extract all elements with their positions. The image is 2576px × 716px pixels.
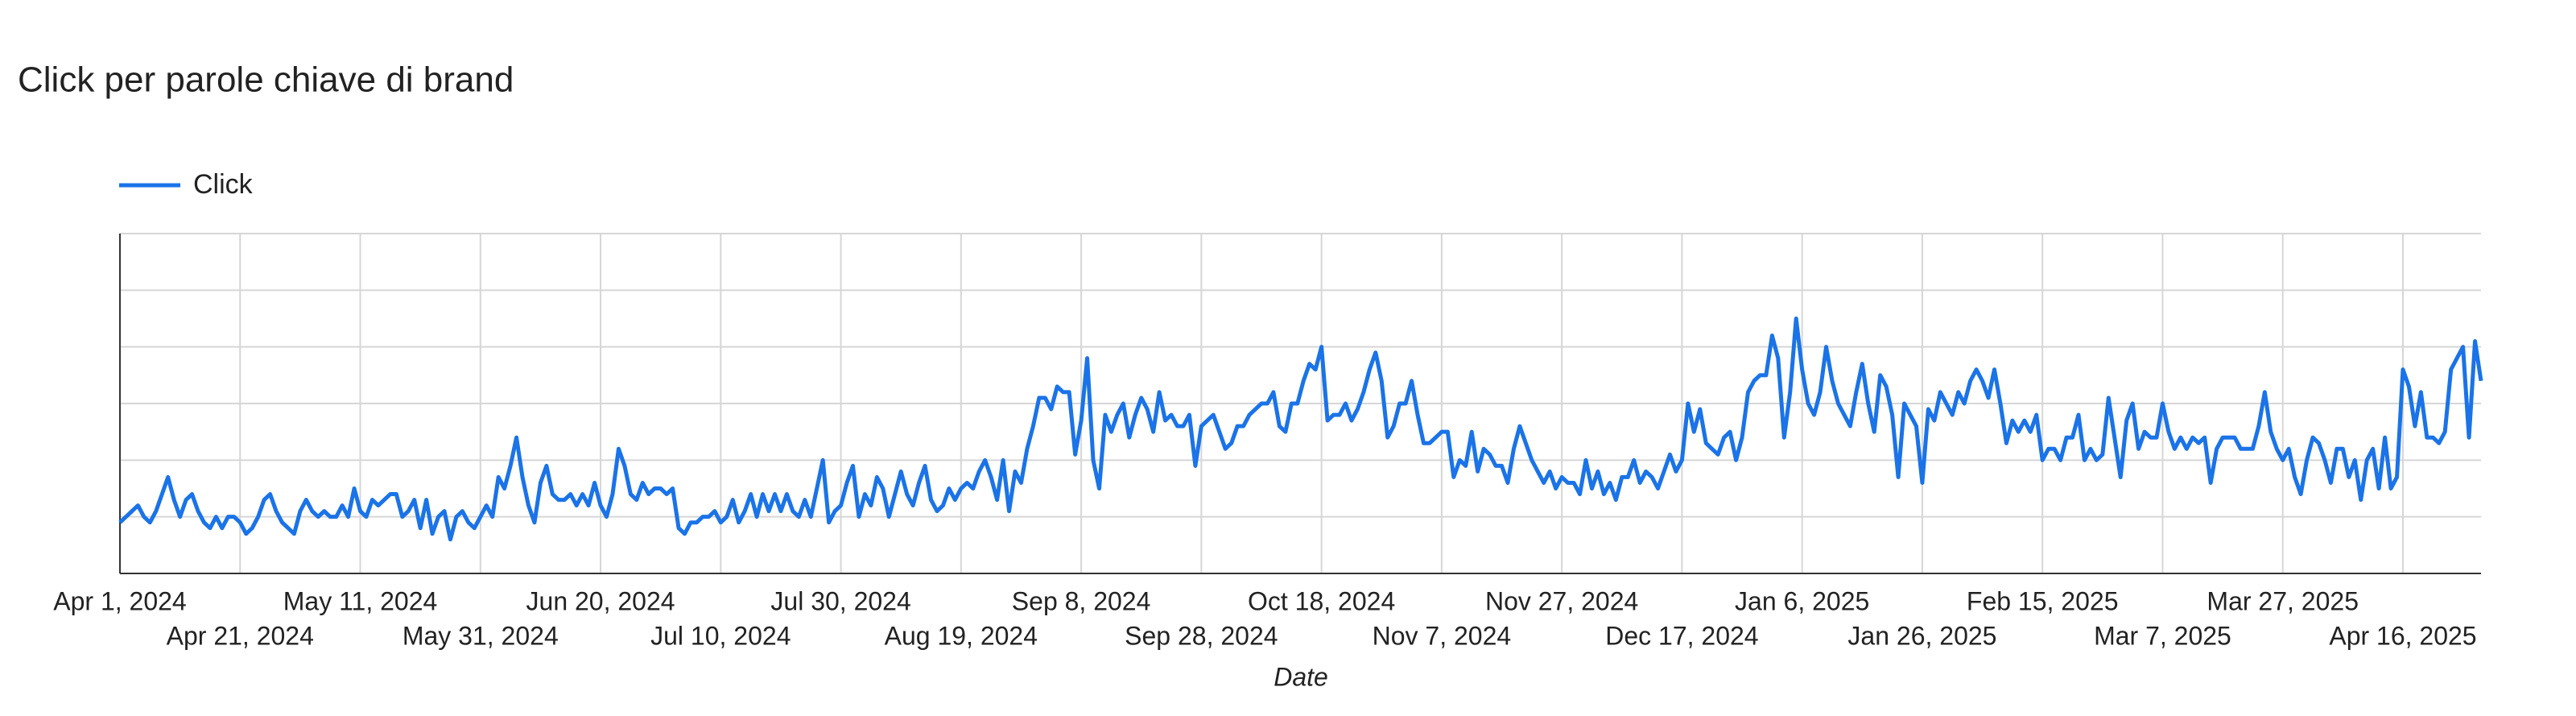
x-tick-label: Jul 30, 2024 xyxy=(770,586,910,615)
x-tick-label: Feb 15, 2025 xyxy=(1967,586,2119,615)
x-tick-label: Jun 20, 2024 xyxy=(526,586,675,615)
x-tick-label: Oct 18, 2024 xyxy=(1248,586,1395,615)
x-tick-label: Nov 27, 2024 xyxy=(1485,586,1638,615)
x-tick-label: Apr 21, 2024 xyxy=(167,621,314,650)
line-series xyxy=(118,317,2483,542)
x-axis-title: Date xyxy=(1274,662,1328,691)
x-tick-label: May 31, 2024 xyxy=(402,621,559,650)
legend-label: Click xyxy=(193,169,254,200)
x-tick-label: May 11, 2024 xyxy=(283,586,438,615)
x-tick-label: Jan 26, 2025 xyxy=(1847,621,1996,650)
x-tick-label: Sep 28, 2024 xyxy=(1125,621,1278,650)
chart-title: Click per parole chiave di brand xyxy=(18,60,514,100)
x-tick-label: Mar 7, 2025 xyxy=(2094,621,2231,650)
x-tick-label: Apr 16, 2025 xyxy=(2329,621,2476,650)
x-tick-label: Jan 6, 2025 xyxy=(1735,586,1869,615)
x-tick-label: Apr 1, 2024 xyxy=(53,586,186,615)
x-tick-label: Dec 17, 2024 xyxy=(1605,621,1758,650)
x-tick-label: Jul 10, 2024 xyxy=(650,621,791,650)
x-tick-label: Nov 7, 2024 xyxy=(1373,621,1512,650)
x-tick-label: Mar 27, 2025 xyxy=(2207,586,2359,615)
x-tick-label: Sep 8, 2024 xyxy=(1012,586,1151,615)
x-tick-label: Aug 19, 2024 xyxy=(885,621,1038,650)
